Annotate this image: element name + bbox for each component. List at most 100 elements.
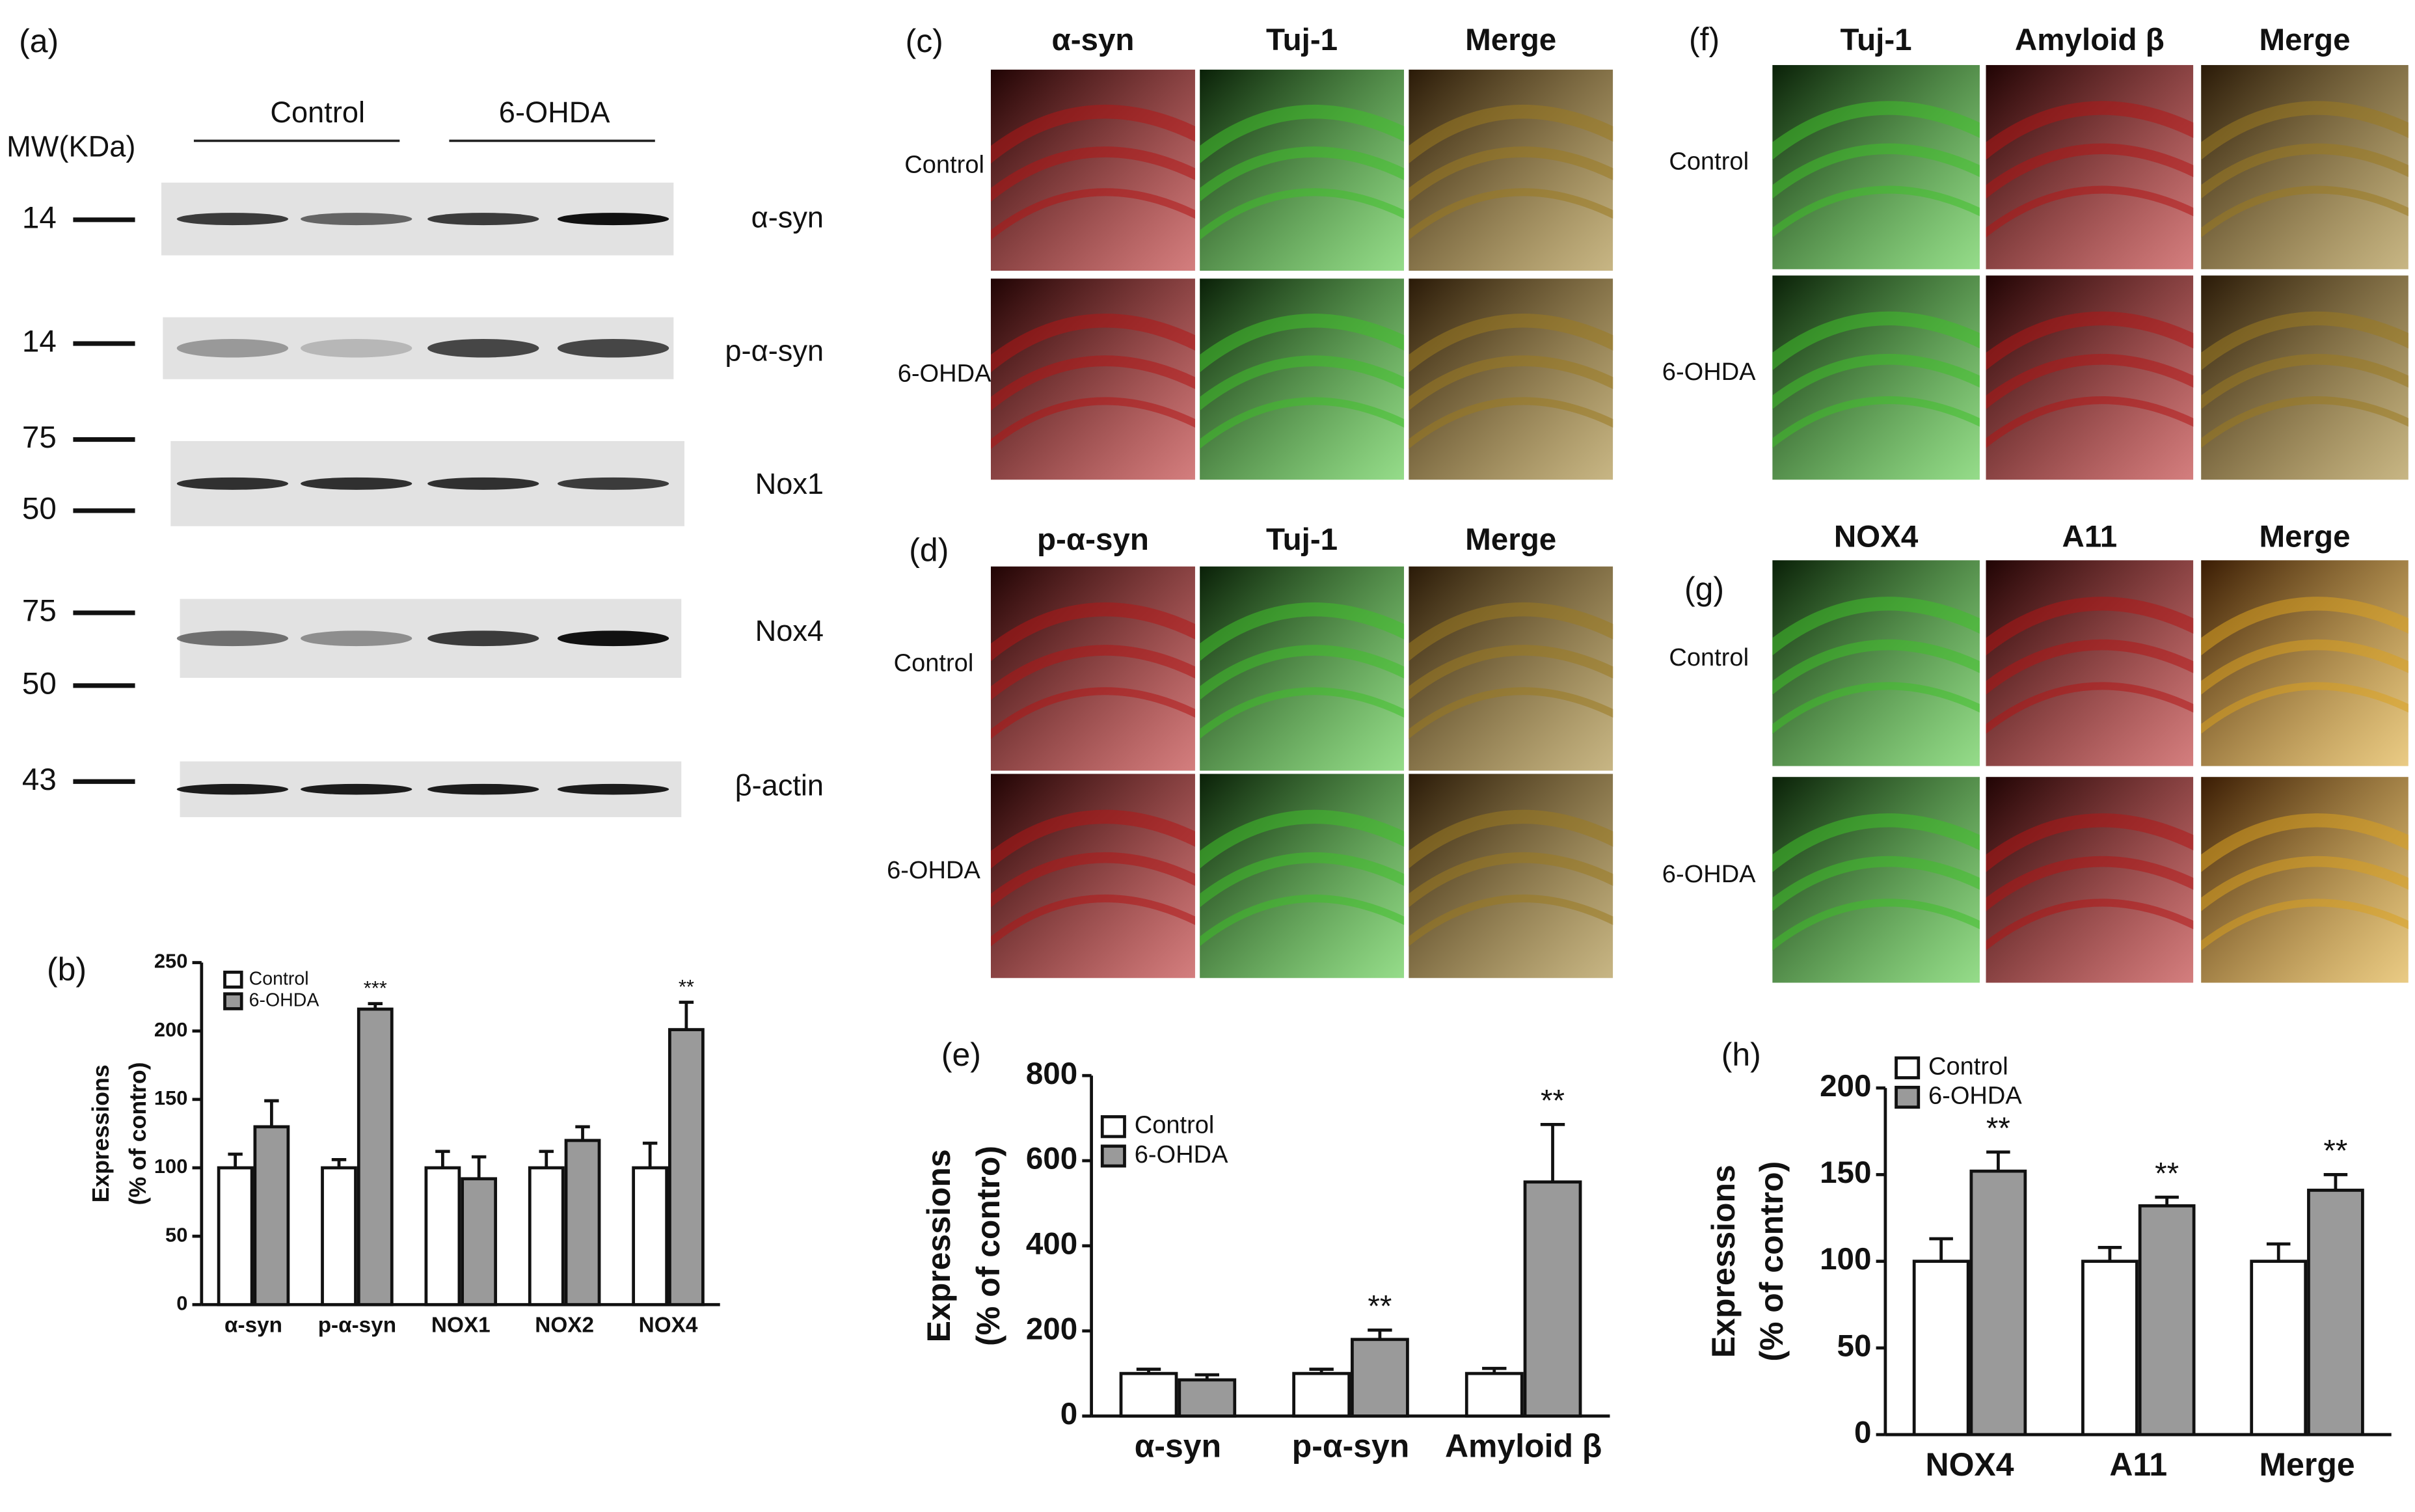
tissue-layer xyxy=(1772,813,1980,872)
significance-label: ** xyxy=(1986,1111,2010,1146)
micrograph xyxy=(2201,560,2408,766)
tissue-layer xyxy=(1409,852,1613,908)
tissue-layer xyxy=(2201,597,2408,656)
column-header: Merge xyxy=(2259,519,2350,554)
tissue-layer xyxy=(1986,597,2194,656)
legend-swatch xyxy=(1895,1056,1921,1079)
micrograph xyxy=(1986,275,2194,480)
panel-label: (d) xyxy=(909,532,949,568)
legend-label: Control xyxy=(1135,1112,1215,1139)
tissue-layer xyxy=(1772,682,1980,735)
tissue-layer xyxy=(1772,185,1980,238)
y-tick-label: 200 xyxy=(1026,1312,1077,1346)
blot-band xyxy=(301,338,412,358)
y-tick-label: 600 xyxy=(1026,1142,1077,1176)
micrograph xyxy=(1772,560,1980,766)
micrograph xyxy=(990,774,1195,979)
blot-band xyxy=(176,477,289,490)
tissue-layer xyxy=(1200,645,1405,701)
bar xyxy=(564,1139,601,1306)
bar xyxy=(668,1028,705,1306)
tissue-layer xyxy=(1986,354,2194,410)
tissue-layer xyxy=(990,809,1195,869)
bar xyxy=(2250,1260,2308,1437)
bar xyxy=(1292,1371,1351,1418)
x-tick-label: NOX1 xyxy=(431,1313,491,1337)
panel-label: (b) xyxy=(47,951,87,988)
mw-marker: 75 xyxy=(22,420,57,455)
micrograph xyxy=(1986,64,2194,269)
tissue-layer xyxy=(1409,645,1613,701)
mw-marker: 50 xyxy=(22,666,57,701)
tissue-layer xyxy=(1409,397,1613,450)
error-bar xyxy=(2323,1173,2348,1191)
micrograph xyxy=(2201,275,2408,480)
tissue-layer xyxy=(2201,639,2408,695)
tissue-layer xyxy=(1409,355,1613,411)
blot-band xyxy=(176,783,289,795)
row-label: 6-OHDA xyxy=(1662,861,1756,888)
tissue-layer xyxy=(1409,895,1613,947)
bar xyxy=(253,1125,290,1306)
tissue-layer xyxy=(990,314,1195,373)
blot-band xyxy=(557,213,669,226)
column-header: Tuj-1 xyxy=(1841,23,1912,57)
bar xyxy=(461,1177,498,1306)
tissue-layer xyxy=(990,397,1195,450)
blot-band xyxy=(176,213,289,226)
legend-swatch xyxy=(223,970,243,989)
mw-title: MW(KDa) xyxy=(7,129,135,163)
column-header: p-α-syn xyxy=(1037,522,1149,557)
y-tick-label: 150 xyxy=(1820,1155,1871,1190)
error-bar xyxy=(368,1002,383,1010)
blot-label: p-α-syn xyxy=(725,334,824,367)
tissue-layer xyxy=(1986,898,2194,951)
tissue-layer xyxy=(1200,809,1405,869)
legend-swatch xyxy=(223,992,243,1010)
blot-label: α-syn xyxy=(751,201,824,234)
x-tick-label: α-syn xyxy=(1135,1428,1221,1465)
tissue-layer xyxy=(1200,146,1405,202)
tissue-layer xyxy=(1772,143,1980,199)
tissue-layer xyxy=(990,852,1195,908)
y-tick-label: 400 xyxy=(1026,1226,1077,1261)
tissue-layer xyxy=(1409,314,1613,373)
blot-band xyxy=(557,477,669,490)
micrograph xyxy=(1409,70,1613,271)
x-tick-label: p-α-syn xyxy=(318,1313,396,1337)
x-tick-label: Amyloid β xyxy=(1445,1428,1602,1465)
x-tick-label: A11 xyxy=(2109,1446,2167,1483)
tissue-layer xyxy=(1772,898,1980,951)
error-bar xyxy=(264,1099,279,1127)
tissue-layer xyxy=(1772,354,1980,410)
tissue-layer xyxy=(1772,856,1980,911)
row-label: 6-OHDA xyxy=(887,857,980,884)
legend-label: 6-OHDA xyxy=(1135,1141,1228,1168)
tissue-layer xyxy=(990,895,1195,947)
significance-label: ** xyxy=(679,975,694,998)
panel-label: (e) xyxy=(941,1036,981,1073)
mw-marker: 50 xyxy=(22,492,57,526)
bar xyxy=(1351,1338,1409,1418)
tissue-layer xyxy=(1772,101,1980,160)
group-label: 6-OHDA xyxy=(499,96,611,129)
micrograph xyxy=(1772,777,1980,983)
tissue-layer xyxy=(2201,143,2408,199)
tissue-layer xyxy=(1200,895,1405,947)
tissue-layer xyxy=(1200,188,1405,241)
tissue-layer xyxy=(1986,311,2194,371)
blot-band xyxy=(557,338,669,358)
error-bar xyxy=(2098,1245,2122,1262)
blot-band xyxy=(427,783,539,795)
legend-swatch xyxy=(1100,1144,1126,1168)
column-header: α-syn xyxy=(1051,23,1134,57)
error-bar xyxy=(1986,1150,2010,1172)
error-bar xyxy=(1540,1123,1565,1182)
y-tick-label: 150 xyxy=(154,1087,188,1109)
y-axis-label: (% of contro) xyxy=(125,1062,151,1205)
tissue-layer xyxy=(1200,602,1405,662)
tissue-layer xyxy=(1200,355,1405,411)
x-tick-label: NOX4 xyxy=(1926,1446,2014,1483)
tissue-layer xyxy=(990,105,1195,164)
